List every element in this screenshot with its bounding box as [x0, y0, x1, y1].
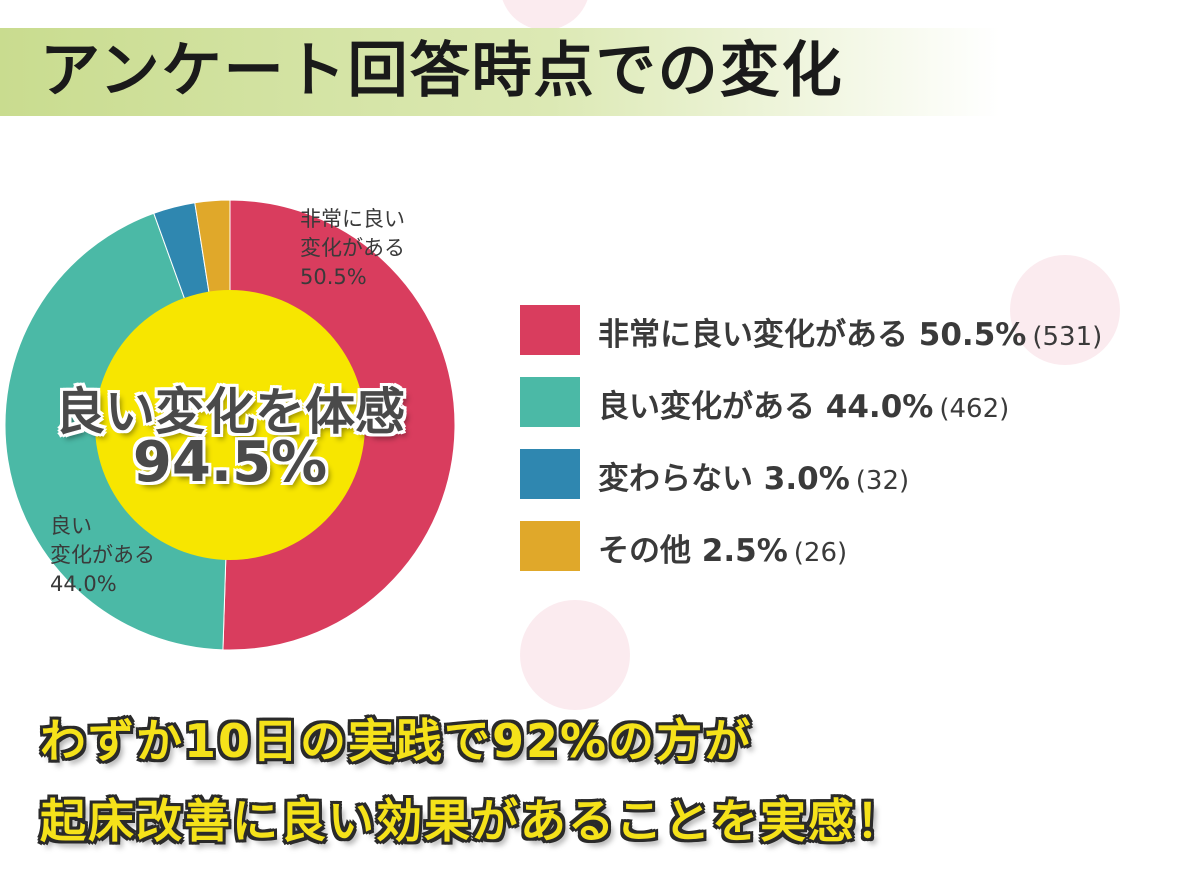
slice-label-good: 良い 変化がある 44.0% [50, 514, 155, 596]
pie-chart [4, 199, 456, 651]
title-band [0, 28, 1000, 116]
legend-count: (26) [793, 538, 848, 568]
legend-label: 変わらない 3.0% [598, 461, 850, 497]
legend-label: その他 2.5% [598, 533, 788, 569]
center-label-line2: 94.5% [132, 430, 328, 495]
legend-count: (531) [1032, 322, 1103, 352]
legend-swatch [520, 449, 580, 499]
watermark-disc [520, 600, 630, 710]
slice-label-very-good: 非常に良い 変化がある 50.5% [300, 207, 405, 289]
legend-count: (32) [855, 466, 910, 496]
center-label-line1: 良い変化を体感 [55, 383, 405, 441]
legend-label: 非常に良い変化がある 50.5% [598, 317, 1027, 353]
watermark-disc [1010, 255, 1120, 365]
legend-swatch [520, 377, 580, 427]
legend-swatch [520, 305, 580, 355]
conclusion-line1: わずか10日の実践で92%の方が [40, 714, 753, 768]
page-title: アンケート回答時点での変化 [40, 36, 844, 106]
legend-swatch [520, 521, 580, 571]
center-disc [95, 290, 365, 560]
legend-label: 良い変化がある 44.0% [598, 389, 934, 425]
legend-count: (462) [939, 394, 1010, 424]
conclusion-line2: 起床改善に良い効果があることを実感！ [40, 794, 904, 848]
